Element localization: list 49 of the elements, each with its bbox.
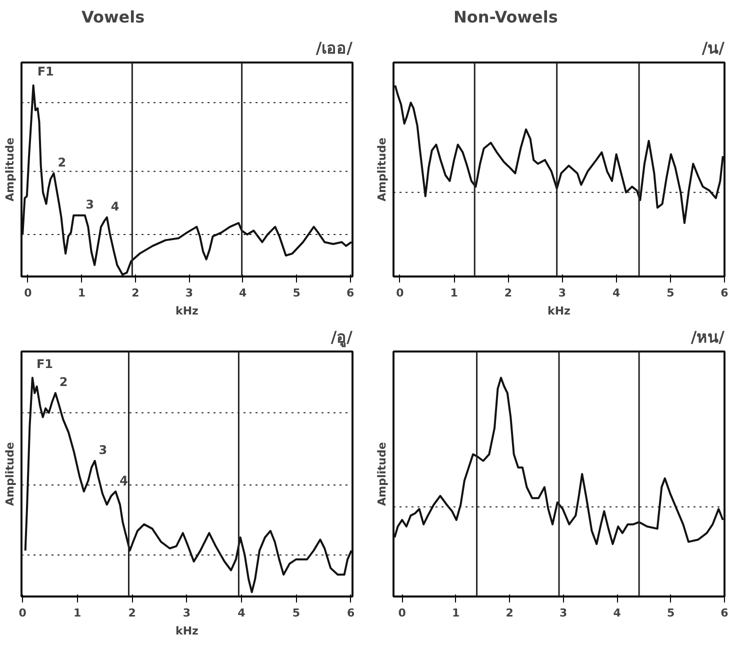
x-tick-label: 0 [398, 606, 406, 620]
x-tick-label: 4 [238, 606, 246, 620]
x-tick-label: 2 [506, 606, 514, 620]
x-tick-label: 4 [612, 286, 621, 300]
x-tick-label: 3 [185, 286, 193, 300]
annotation: F1 [37, 64, 54, 78]
x-tick-label: 3 [558, 286, 566, 300]
x-axis-title: kHz [176, 304, 198, 318]
x-tick-label: 6 [346, 286, 355, 300]
x-tick-label: 1 [78, 286, 86, 300]
x-tick-label: 0 [24, 286, 32, 300]
x-tick-label: 4 [239, 286, 248, 300]
x-tick-label: 6 [720, 606, 729, 620]
chart-subtitle: Vowels [82, 8, 145, 26]
x-tick-label: 1 [73, 606, 82, 620]
x-tick-label: 6 [720, 286, 729, 300]
annotation: 2 [59, 375, 68, 390]
x-tick-label: 5 [292, 286, 300, 300]
x-tick-label: 2 [132, 286, 140, 300]
annotation: 3 [86, 197, 94, 212]
x-axis-title: kHz [176, 624, 198, 638]
x-tick-label: 5 [666, 606, 675, 620]
x-tick-label: 0 [18, 606, 27, 620]
x-tick-label: 3 [559, 606, 568, 620]
chart-title: /อู/ [330, 328, 353, 348]
x-tick-label: 3 [182, 606, 191, 620]
annotation: 3 [98, 442, 108, 457]
y-axis-title: Amplitude [376, 442, 388, 506]
x-tick-label: 4 [613, 606, 622, 620]
annotation: 4 [120, 474, 128, 488]
x-tick-label: 1 [452, 606, 460, 620]
annotation: 2 [58, 155, 66, 170]
x-tick-label: 2 [128, 606, 136, 620]
y-axis-title: Amplitude [376, 138, 388, 202]
chart-title: /น/ [702, 38, 725, 58]
annotation: F1 [36, 356, 53, 371]
annotation: 4 [110, 199, 120, 214]
chart-title: /หน/ [690, 328, 725, 346]
x-tick-label: 2 [504, 286, 512, 300]
y-axis-title: Amplitude [4, 138, 16, 202]
chart-title: /เออ/ [316, 38, 353, 58]
x-tick-label: 0 [396, 286, 404, 300]
y-axis-title: Amplitude [4, 442, 16, 506]
chart-subtitle: Non-Vowels [454, 8, 558, 26]
x-tick-label: 1 [450, 286, 458, 300]
x-axis-title: kHz [548, 304, 570, 318]
x-tick-label: 6 [347, 606, 356, 620]
x-tick-label: 5 [292, 606, 300, 620]
x-tick-label: 5 [666, 286, 674, 300]
